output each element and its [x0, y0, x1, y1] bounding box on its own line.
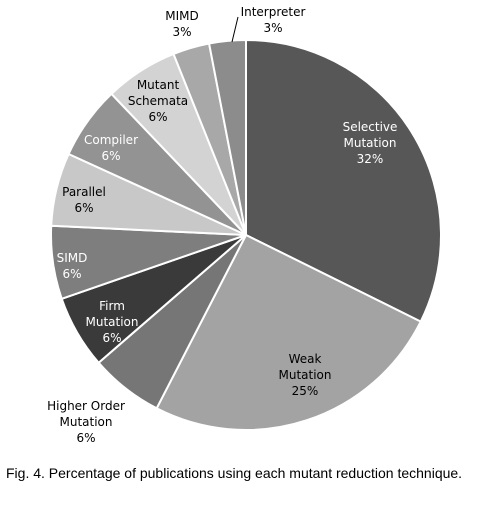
slice-name-label: Mutation	[278, 368, 331, 382]
slice-name-label: Mutant	[137, 78, 180, 92]
slice-value-label: 32%	[357, 152, 384, 166]
slice-name-label: Selective	[343, 120, 398, 134]
slice-value-label: 6%	[101, 149, 120, 163]
slice-value-label: 6%	[62, 267, 81, 281]
slice-name-label: SIMD	[57, 251, 88, 265]
slice-name-label: Parallel	[62, 185, 106, 199]
leader-line-interpreter	[232, 17, 238, 42]
slice-name-label: Mutation	[59, 415, 112, 429]
slice-value-label: 6%	[148, 110, 167, 124]
slice-name-label: MIMD	[165, 9, 199, 23]
slice-name-label: Weak	[289, 352, 322, 366]
slice-value-label: 3%	[172, 25, 191, 39]
slice-value-label: 6%	[76, 431, 95, 445]
slice-value-label: 6%	[74, 201, 93, 215]
slice-name-label: Mutation	[85, 315, 138, 329]
slice-name-label: Interpreter	[241, 5, 306, 19]
slice-label-mimd: MIMD 3%	[165, 9, 199, 39]
slice-name-label: Higher Order	[47, 399, 125, 413]
slice-name-label: Compiler	[84, 133, 138, 147]
slice-name-label: Schemata	[128, 94, 188, 108]
slice-value-label: 25%	[292, 384, 319, 398]
slice-value-label: 3%	[263, 21, 282, 35]
slice-value-label: 6%	[102, 331, 121, 345]
slice-name-label: Mutation	[343, 136, 396, 150]
slice-name-label: Firm	[99, 299, 125, 313]
pie-chart-svg: Selective Mutation 32% Weak Mutation 25% Highe…	[0, 0, 493, 455]
slice-label-higher-order-mutation: Higher Order Mutation 6%	[47, 399, 125, 445]
pie-chart: Selective Mutation 32% Weak Mutation 25% Highe…	[0, 0, 493, 455]
slice-label-interpreter: Interpreter 3%	[241, 5, 306, 35]
figure-caption: Fig. 4. Percentage of publications using…	[6, 465, 486, 481]
